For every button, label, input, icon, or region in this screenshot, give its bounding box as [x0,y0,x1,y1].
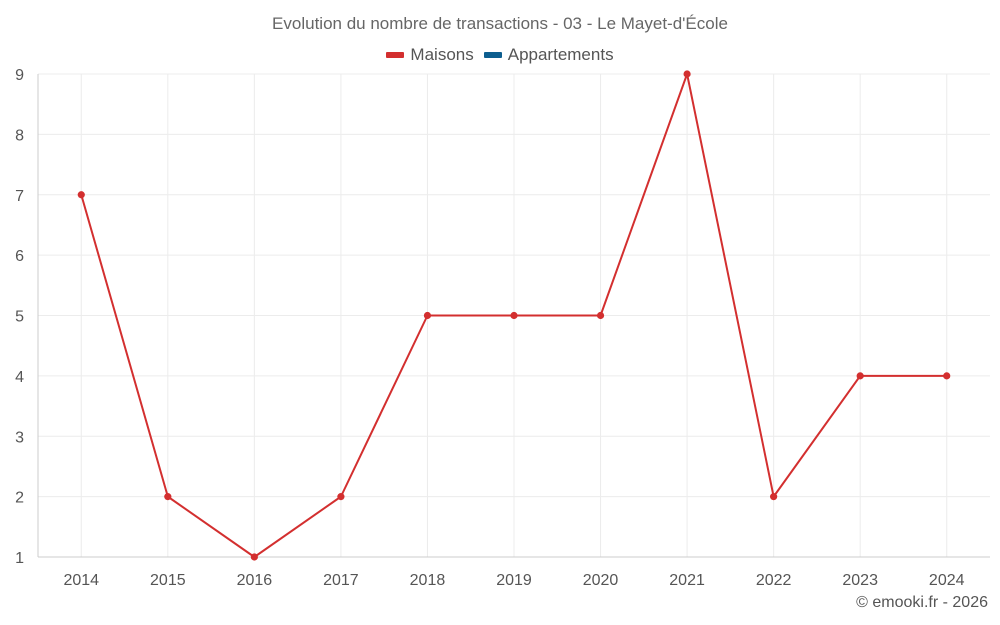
credit-text: © emooki.fr - 2026 [856,594,988,611]
x-tick-label-2017: 2017 [323,572,359,589]
data-point-maisons-2021 [683,70,691,78]
y-tick-label-9: 9 [15,67,24,84]
x-tick-label-2023: 2023 [842,572,878,589]
y-tick-label-4: 4 [15,369,24,386]
data-point-maisons-2018 [423,311,432,320]
x-tick-label-2020: 2020 [583,572,619,589]
data-point-maisons-2014 [77,191,85,199]
y-tick-label-3: 3 [15,429,24,446]
data-point-maisons-2020 [596,311,605,320]
y-tick-label-8: 8 [15,127,24,144]
legend-swatch-appartements [483,52,502,58]
legend-label-appartements: Appartements [507,45,614,64]
data-point-maisons-2015 [164,493,172,501]
x-tick-label-2016: 2016 [237,572,273,589]
data-point-maisons-2019 [510,311,518,320]
data-point-maisons-2016 [250,553,258,561]
x-tick-label-2024: 2024 [929,572,965,589]
x-tick-label-2022: 2022 [756,572,792,589]
x-tick-label-2014: 2014 [63,572,99,589]
legend-swatch-maisons [386,52,405,58]
y-tick-label-6: 6 [15,248,24,265]
chart-title: Evolution du nombre de transactions - 03… [272,14,728,33]
x-tick-label-2018: 2018 [410,572,446,589]
data-point-maisons-2017 [337,493,345,501]
y-tick-label-1: 1 [15,550,24,567]
x-tick-label-2021: 2021 [669,572,705,589]
data-point-maisons-2022 [770,493,778,501]
x-tick-label-2015: 2015 [150,572,186,589]
y-tick-label-7: 7 [15,188,24,205]
legend-item-appartements[interactable]: Appartements [483,45,614,65]
legend-label-maisons: Maisons [410,45,474,64]
data-point-maisons-2023 [856,372,864,380]
legend: Maisons Appartements [0,45,1000,65]
data-point-maisons-2024 [943,372,951,380]
legend-item-maisons[interactable]: Maisons [386,45,474,65]
x-tick-label-2019: 2019 [496,572,532,589]
y-tick-label-2: 2 [15,490,24,507]
y-tick-label-5: 5 [15,309,24,326]
